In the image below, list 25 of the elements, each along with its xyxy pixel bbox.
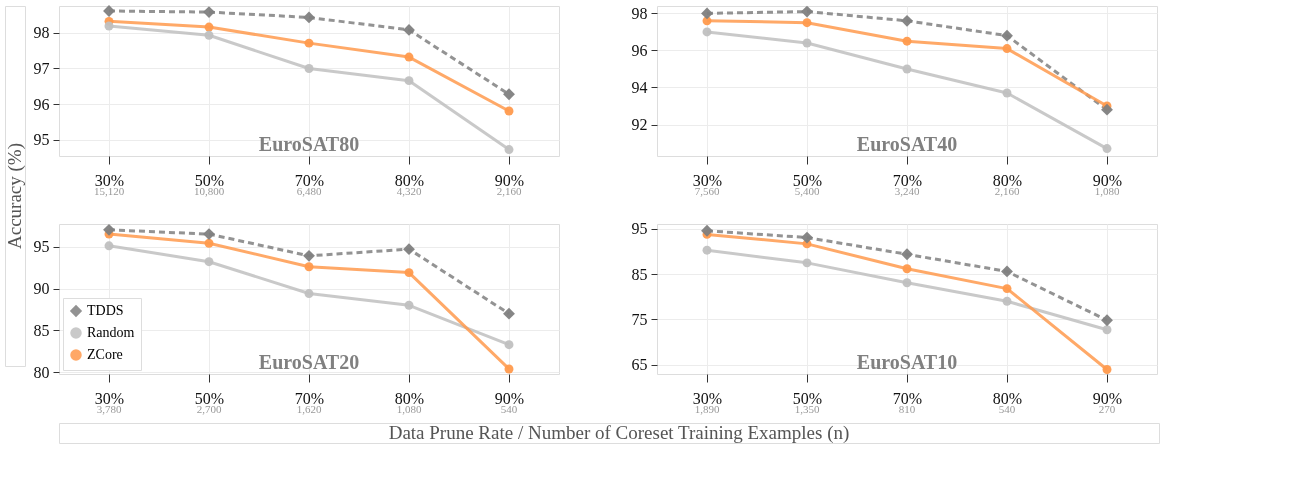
text: EuroSAT40 — [856, 133, 958, 155]
text: EuroSAT80 — [258, 133, 360, 155]
y-tick-label: 96 — [33, 95, 50, 113]
y-tick-label: 85 — [631, 265, 648, 283]
y-tick-label: 90 — [33, 280, 50, 298]
legend-label: TDDS — [87, 303, 124, 318]
y-tick-label: 97 — [33, 60, 50, 77]
y-tick-label: 85 — [33, 321, 50, 339]
legend-label: ZCore — [87, 347, 123, 362]
text: EuroSAT20 — [258, 351, 360, 373]
legend-label: Random — [87, 325, 135, 340]
y-tick-label: 92 — [631, 116, 648, 134]
y-tick-label: 75 — [631, 310, 648, 328]
y-tick-label: 80 — [33, 363, 50, 381]
x-axis-title: Data Prune Rate / Number of Coreset Training Examples (n) — [388, 422, 850, 444]
text: EuroSAT10 — [856, 351, 958, 373]
y-tick-label: 96 — [631, 41, 648, 59]
y-tick-label: 98 — [631, 4, 648, 22]
y-tick-label: 65 — [631, 356, 648, 374]
y-tick-label: 95 — [33, 131, 50, 149]
y-tick-label: 98 — [33, 24, 50, 42]
y-axis-title: Accuracy (%) — [4, 142, 26, 250]
y-tick-label: 95 — [631, 220, 648, 238]
y-tick-label: 94 — [631, 78, 648, 96]
y-tick-label: 95 — [33, 238, 50, 256]
